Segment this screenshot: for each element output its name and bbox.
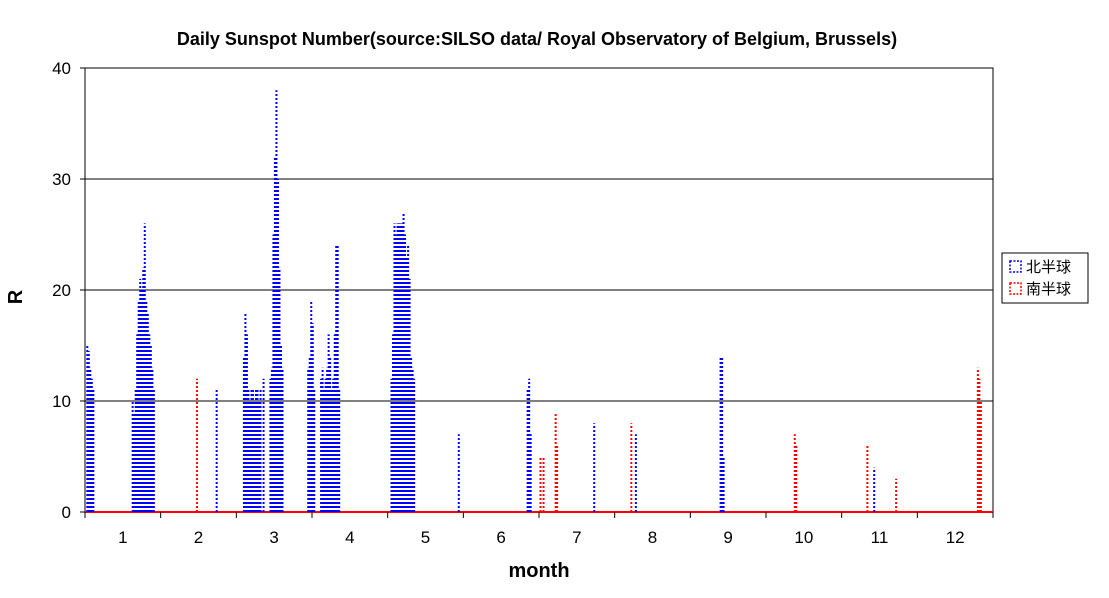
x-tick-label: 8: [648, 528, 657, 547]
chart-title: Daily Sunspot Number(source:SILSO data/ …: [177, 29, 897, 49]
x-tick-label: 1: [118, 528, 127, 547]
x-tick-label: 10: [794, 528, 813, 547]
x-axis-label: month: [508, 560, 569, 582]
y-axis-label: R: [5, 289, 27, 304]
x-tick-label: 9: [723, 528, 732, 547]
y-tick-label: 30: [52, 170, 71, 189]
y-tick-label: 10: [52, 392, 71, 411]
x-axis: 1 2 3 4 5 6 7 8 9 10 11 12: [84, 512, 994, 547]
legend-swatch: [1009, 282, 1022, 295]
legend-label: 南半球: [1026, 280, 1071, 298]
x-tick-label: 6: [496, 528, 505, 547]
legend-box: [1001, 252, 1089, 304]
legend-label: 北半球: [1026, 258, 1071, 276]
y-axis: 0 10 20 30 40: [52, 59, 85, 522]
y-tick-label: 40: [52, 59, 71, 78]
x-tick-label: 12: [946, 528, 965, 547]
legend-swatch: [1009, 260, 1022, 273]
y-tick-label: 0: [62, 503, 71, 522]
x-tick-label: 4: [345, 528, 354, 547]
x-tick-label: 2: [194, 528, 203, 547]
x-tick-label: 7: [572, 528, 581, 547]
x-tick-label: 5: [421, 528, 430, 547]
x-tick-label: 11: [871, 528, 889, 547]
x-tick-label: 3: [269, 528, 278, 547]
y-tick-label: 20: [52, 281, 71, 300]
data-bars: [85, 90, 993, 513]
gridlines: [85, 178, 993, 402]
